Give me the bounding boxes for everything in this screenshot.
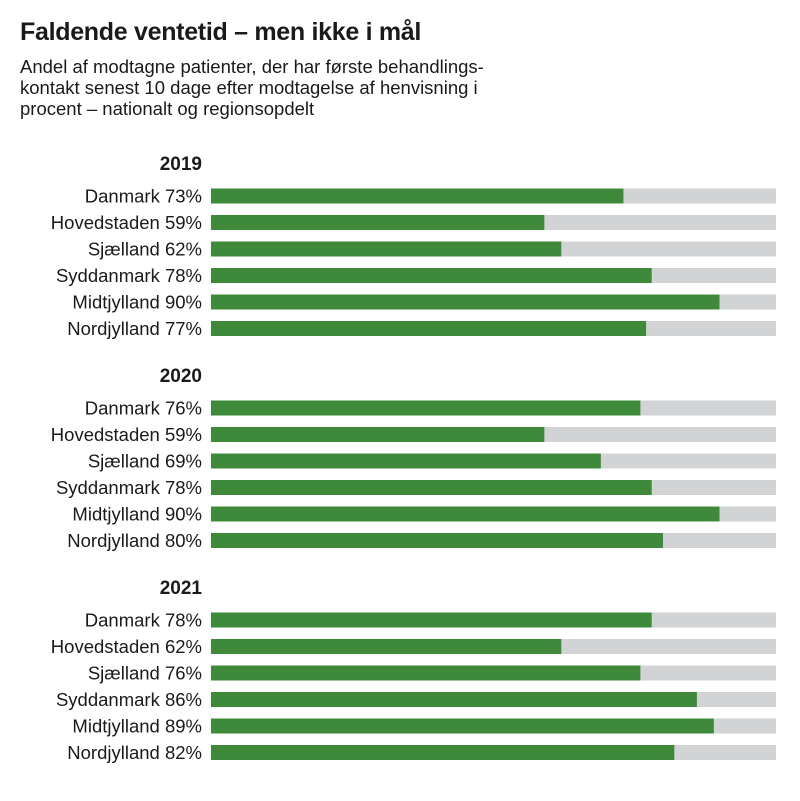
value-label: 59% [160, 212, 202, 233]
bar-label-2020-syddanmark: Syddanmark 78% [56, 477, 202, 498]
bar-2021-midtjylland [211, 718, 714, 734]
value-label: 59% [160, 424, 202, 445]
category-label: Syddanmark [56, 265, 161, 286]
value-label: 78% [160, 610, 202, 631]
category-label: Danmark [85, 186, 161, 207]
value-label: 78% [160, 265, 202, 286]
value-label: 89% [160, 716, 202, 737]
bar-2021-nordjylland [211, 745, 675, 760]
category-label: Midtjylland [72, 716, 159, 737]
bar-label-2019-sjaelland: Sjælland 62% [88, 239, 202, 260]
bar-label-2021-hovedstaden: Hovedstaden 62% [51, 636, 202, 657]
chart-subtitle: Andel af modtagne patienter, der har før… [20, 56, 484, 119]
bar-label-2019-hovedstaden: Hovedstaden 59% [51, 212, 202, 233]
bar-2019-midtjylland [211, 294, 720, 310]
bar-label-2021-midtjylland: Midtjylland 89% [72, 716, 202, 737]
bar-label-2019-nordjylland: Nordjylland 77% [67, 318, 202, 339]
value-label: 62% [160, 239, 202, 260]
category-label: Nordjylland [67, 742, 160, 763]
category-label: Sjælland [88, 451, 160, 472]
bar-2019-syddanmark [211, 268, 652, 283]
bar-2021-danmark [211, 612, 652, 628]
bar-2020-danmark [211, 400, 641, 416]
bar-label-2020-midtjylland: Midtjylland 90% [72, 504, 202, 525]
category-label: Syddanmark [56, 689, 161, 710]
value-label: 77% [160, 318, 202, 339]
category-label: Danmark [85, 610, 161, 631]
category-label: Hovedstaden [51, 636, 160, 657]
group-label-2021: 2021 [160, 578, 203, 599]
bar-2021-sjaelland [211, 665, 641, 681]
bar-2020-syddanmark [211, 480, 652, 495]
bar-2019-danmark [211, 188, 624, 204]
bar-2019-nordjylland [211, 321, 647, 336]
bar-2021-hovedstaden [211, 639, 562, 654]
category-label: Midtjylland [72, 504, 159, 525]
category-label: Nordjylland [67, 318, 160, 339]
bar-2021-syddanmark [211, 692, 697, 707]
bar-label-2020-hovedstaden: Hovedstaden 59% [51, 424, 202, 445]
bar-label-2019-danmark: Danmark 73% [85, 186, 202, 207]
category-label: Syddanmark [56, 477, 161, 498]
category-label: Danmark [85, 398, 161, 419]
bar-label-2021-syddanmark: Syddanmark 86% [56, 689, 202, 710]
bar-2020-hovedstaden [211, 427, 545, 442]
value-label: 76% [160, 663, 202, 684]
category-label: Hovedstaden [51, 424, 160, 445]
bar-label-2021-sjaelland: Sjælland 76% [88, 663, 202, 684]
value-label: 76% [160, 398, 202, 419]
value-label: 82% [160, 742, 202, 763]
value-label: 90% [160, 292, 202, 313]
group-label-2019: 2019 [160, 154, 202, 175]
value-label: 86% [160, 689, 202, 710]
bar-label-2020-nordjylland: Nordjylland 80% [67, 530, 202, 551]
value-label: 78% [160, 477, 202, 498]
category-label: Sjælland [88, 239, 160, 260]
bar-label-2021-danmark: Danmark 78% [85, 610, 202, 631]
value-label: 62% [160, 636, 202, 657]
bar-label-2020-danmark: Danmark 76% [85, 398, 202, 419]
bar-label-2019-midtjylland: Midtjylland 90% [72, 292, 202, 313]
category-label: Nordjylland [67, 530, 160, 551]
category-label: Midtjylland [72, 292, 159, 313]
chart-title: Faldende ventetid – men ikke i mål [20, 18, 422, 46]
group-label-2020: 2020 [160, 366, 202, 387]
bar-2019-hovedstaden [211, 215, 545, 230]
bar-label-2020-sjaelland: Sjælland 69% [88, 451, 202, 472]
bar-2019-sjaelland [211, 241, 562, 257]
value-label: 69% [160, 451, 202, 472]
bar-2020-nordjylland [211, 533, 663, 548]
value-label: 90% [160, 504, 202, 525]
bar-label-2019-syddanmark: Syddanmark 78% [56, 265, 202, 286]
category-label: Sjælland [88, 663, 160, 684]
value-label: 80% [160, 530, 202, 551]
bar-2020-sjaelland [211, 453, 601, 469]
bar-2020-midtjylland [211, 506, 720, 522]
category-label: Hovedstaden [51, 212, 160, 233]
value-label: 73% [160, 186, 202, 207]
bar-label-2021-nordjylland: Nordjylland 82% [67, 742, 202, 763]
